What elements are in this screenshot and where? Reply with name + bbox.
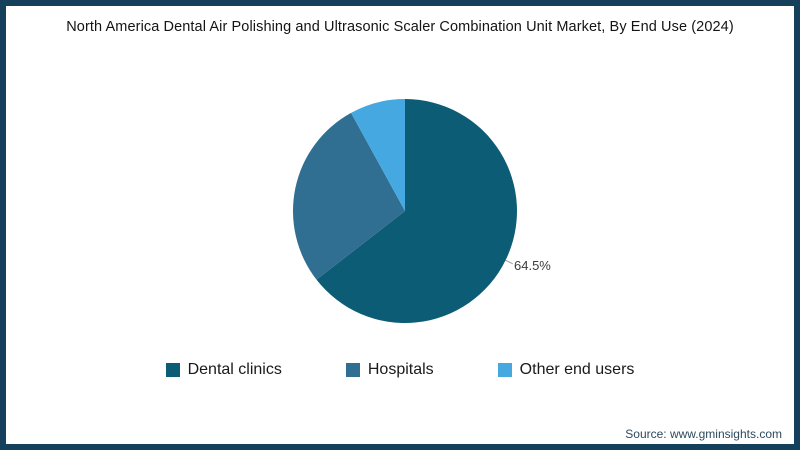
legend-swatch-dental-clinics (165, 363, 180, 377)
chart-title: North America Dental Air Polishing and U… (66, 19, 734, 35)
pie-slice-dental-clinics (316, 99, 517, 323)
pie-slice-hospitals (292, 112, 405, 280)
legend-item-other-end-users: Other end users (497, 361, 635, 379)
legend-label-dental-clinics: Dental clinics (187, 361, 282, 378)
legend-item-hospitals: Hospitals (345, 361, 434, 379)
data-label-leader-line (505, 259, 513, 265)
pie-slice-other-end-users (351, 99, 405, 211)
legend-swatch-hospitals (345, 363, 360, 377)
source-attribution: Source: www.gminsights.com (625, 427, 782, 441)
pie-chart (292, 99, 517, 323)
legend-swatch-other-end-users (497, 363, 512, 377)
pie-data-label: 64.5% (514, 258, 551, 273)
legend: Dental clinics Hospitals Other end users (6, 361, 794, 379)
legend-label-other-end-users: Other end users (519, 361, 635, 378)
legend-item-dental-clinics: Dental clinics (165, 361, 282, 379)
legend-label-hospitals: Hospitals (367, 361, 434, 378)
